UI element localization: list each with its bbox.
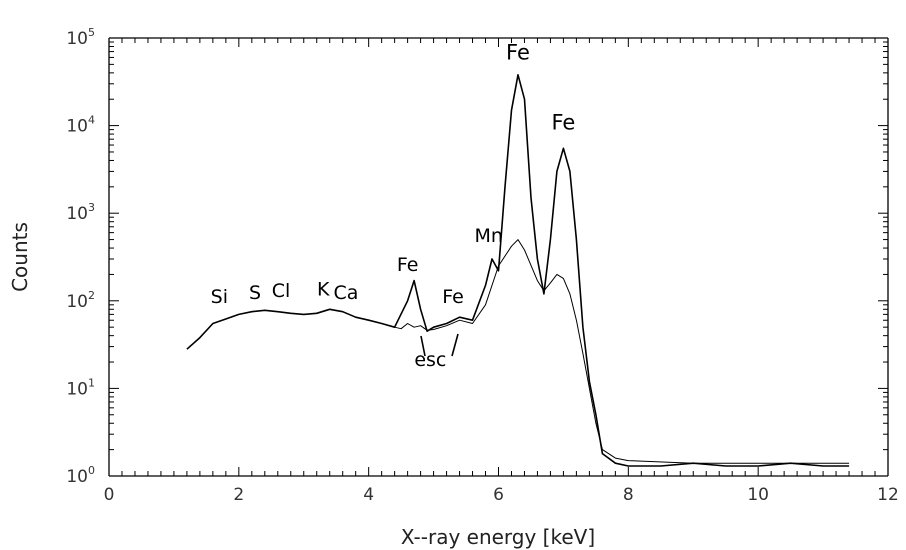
peak-label: S [249,282,261,304]
peak-label: Fe [397,254,419,276]
peak-label: Si [211,286,228,308]
x-tick-label: 10 [747,485,769,505]
axis-ticks [108,37,889,477]
x-tick-label: 8 [623,485,634,505]
peak-label: Ca [333,282,358,304]
esc-pointer-lines [420,333,459,357]
peak-label: Fe [506,40,530,64]
peak-label: Fe [442,286,464,308]
x-tick-label: 2 [233,485,244,505]
x-tick-label: 12 [877,485,899,505]
y-tick-label: 104 [66,114,95,137]
annotation-layer: Si S Cl K Ca Fe Fe Mn Fe Fe esc [211,40,576,371]
axis-frame [108,37,889,477]
x-tick-label: 0 [104,485,115,505]
x-tick-label: 4 [363,485,374,505]
y-tick-label: 100 [66,464,95,487]
y-axis-label: Counts [8,222,32,292]
y-tick-label: 101 [66,376,95,399]
series-layer [186,74,850,467]
x-tick-label: 6 [493,485,504,505]
x-tick-labels: 0 2 4 6 8 10 12 [104,485,899,505]
peak-label: Fe [551,111,575,135]
y-tick-label: 105 [66,26,95,49]
series-line-2 [394,239,850,464]
peak-label: esc [414,349,446,371]
peak-label: K [317,278,330,300]
peak-label: Cl [272,280,291,302]
x-axis-label: X--ray energy [keV] [401,525,595,549]
y-tick-label: 103 [66,201,95,224]
peak-label: Mn [475,225,503,247]
series-line-1 [186,74,850,467]
y-tick-labels: 100 101 102 103 104 105 [66,26,95,487]
y-tick-label: 102 [66,289,95,312]
